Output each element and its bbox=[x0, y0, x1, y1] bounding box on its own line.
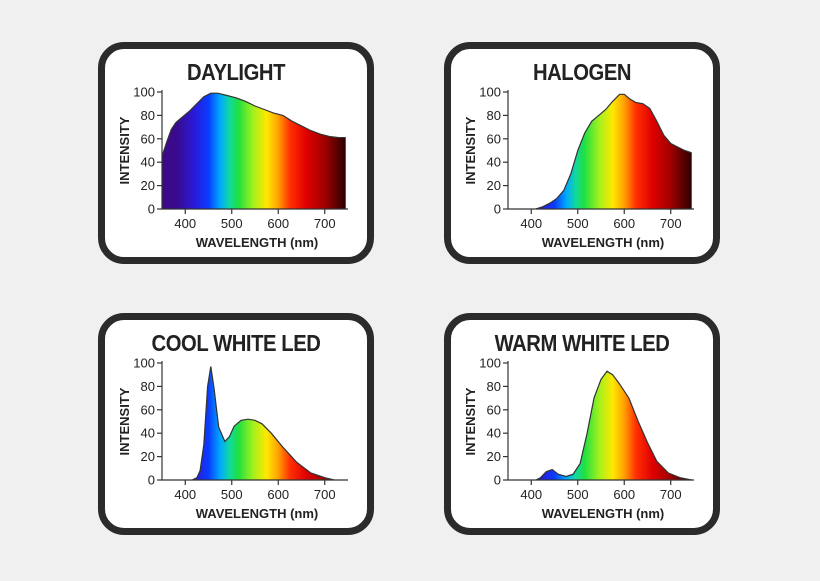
x-tick-label: 400 bbox=[174, 487, 196, 502]
spectrum-curve bbox=[191, 366, 335, 481]
y-tick-label: 40 bbox=[487, 426, 501, 441]
x-tick-label: 600 bbox=[267, 487, 289, 502]
y-tick-label: 40 bbox=[141, 155, 155, 170]
y-tick-label: 80 bbox=[487, 108, 501, 123]
x-tick-label: 600 bbox=[267, 216, 289, 231]
x-tick-label: 700 bbox=[660, 216, 682, 231]
y-tick-label: 100 bbox=[133, 356, 155, 371]
x-tick-label: 500 bbox=[221, 487, 243, 502]
y-axis-label: INTENSITY bbox=[117, 116, 132, 184]
y-tick-label: 40 bbox=[487, 155, 501, 170]
y-tick-label: 100 bbox=[479, 85, 501, 100]
y-tick-label: 80 bbox=[487, 379, 501, 394]
spectrum-area bbox=[192, 366, 335, 480]
chart-title: HALOGEN bbox=[532, 59, 632, 85]
y-tick-label: 60 bbox=[487, 402, 501, 417]
y-axis-label: INTENSITY bbox=[463, 387, 478, 455]
x-axis-label: WAVELENGTH (nm) bbox=[196, 506, 319, 521]
x-tick-label: 400 bbox=[174, 216, 196, 231]
x-tick-label: 500 bbox=[567, 216, 589, 231]
y-tick-label: 0 bbox=[494, 202, 501, 217]
y-tick-label: 20 bbox=[487, 449, 501, 464]
y-tick-label: 100 bbox=[479, 356, 501, 371]
x-tick-label: 500 bbox=[567, 487, 589, 502]
chart-card-daylight: DAYLIGHT 0 20 40 60 80 100 400 500 600 700 WAVELEN… bbox=[98, 42, 374, 264]
chart-svg: 0 20 40 60 80 100 400 500 600 700 WAVELENGTH (nm) I… bbox=[117, 85, 348, 250]
x-axis-label: WAVELENGTH (nm) bbox=[196, 235, 319, 250]
chart-title: WARM WHITE LED bbox=[494, 330, 670, 356]
chart-svg: 0 20 40 60 80 100 400 500 600 700 WAVELENGTH (nm) I… bbox=[463, 356, 694, 521]
x-tick-label: 700 bbox=[314, 216, 336, 231]
spectrum-area bbox=[535, 94, 692, 209]
y-tick-label: 100 bbox=[133, 85, 155, 100]
y-tick-label: 60 bbox=[141, 402, 155, 417]
y-tick-label: 0 bbox=[148, 202, 155, 217]
x-tick-label: 400 bbox=[520, 487, 542, 502]
chart-svg: 0 20 40 60 80 100 400 500 600 700 WAVELENGTH (nm) I… bbox=[463, 85, 694, 250]
y-tick-label: 80 bbox=[141, 108, 155, 123]
chart-card-warm-white-led: WARM WHITE LED 0 20 40 60 80 100 400 500 600 700 W… bbox=[444, 313, 720, 535]
chart-title: COOL WHITE LED bbox=[151, 330, 321, 356]
chart-card-halogen: HALOGEN 0 20 40 60 80 100 400 500 600 700 WAVELENG… bbox=[444, 42, 720, 264]
y-tick-label: 20 bbox=[487, 178, 501, 193]
y-tick-label: 60 bbox=[141, 131, 155, 146]
y-tick-label: 0 bbox=[148, 473, 155, 488]
spectrum-area bbox=[162, 93, 346, 209]
y-tick-label: 20 bbox=[141, 178, 155, 193]
spectrum-curve bbox=[161, 92, 346, 157]
x-axis-label: WAVELENGTH (nm) bbox=[542, 506, 665, 521]
x-tick-label: 600 bbox=[613, 216, 635, 231]
x-tick-label: 400 bbox=[520, 216, 542, 231]
y-axis-label: INTENSITY bbox=[117, 387, 132, 455]
x-tick-label: 500 bbox=[221, 216, 243, 231]
x-tick-label: 600 bbox=[613, 487, 635, 502]
spectrum-curve bbox=[535, 370, 692, 481]
x-tick-label: 700 bbox=[660, 487, 682, 502]
y-tick-label: 0 bbox=[494, 473, 501, 488]
y-tick-label: 20 bbox=[141, 449, 155, 464]
chart-svg: 0 20 40 60 80 100 400 500 600 700 WAVELENGTH (nm) I… bbox=[117, 356, 348, 521]
y-tick-label: 80 bbox=[141, 379, 155, 394]
y-axis-label: INTENSITY bbox=[463, 116, 478, 184]
y-tick-label: 60 bbox=[487, 131, 501, 146]
chart-card-cool-white-led: COOL WHITE LED 0 20 40 60 80 100 400 500 600 700 W… bbox=[98, 313, 374, 535]
spectrum-area bbox=[535, 371, 692, 480]
y-tick-label: 40 bbox=[141, 426, 155, 441]
x-axis-label: WAVELENGTH (nm) bbox=[542, 235, 665, 250]
chart-title: DAYLIGHT bbox=[186, 59, 286, 85]
spectrum-curve bbox=[535, 93, 692, 210]
x-tick-label: 700 bbox=[314, 487, 336, 502]
